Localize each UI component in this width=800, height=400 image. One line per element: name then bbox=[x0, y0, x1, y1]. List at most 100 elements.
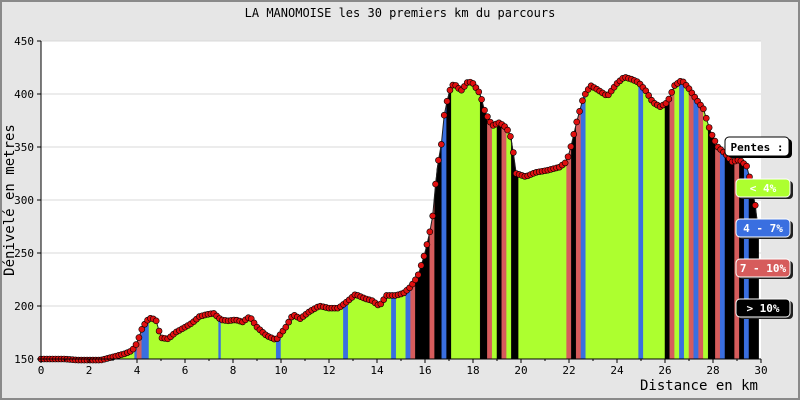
slope-band bbox=[669, 85, 675, 360]
slope-band bbox=[693, 94, 699, 360]
x-tick-label: 10 bbox=[274, 364, 287, 377]
slope-band bbox=[664, 96, 671, 360]
legend-title-box bbox=[724, 136, 790, 157]
slope-band bbox=[566, 144, 572, 360]
profile-point bbox=[702, 114, 710, 122]
x-tick-label: 14 bbox=[370, 364, 384, 377]
legend: Pentes : < 4% 4 - 7% 7 - 10% > 10% bbox=[724, 136, 793, 319]
x-tick-label: 0 bbox=[38, 364, 45, 377]
profile-point bbox=[135, 334, 143, 341]
x-tick-label: 6 bbox=[182, 364, 189, 377]
profile-point bbox=[429, 212, 436, 220]
profile-line bbox=[37, 74, 762, 364]
profile-point bbox=[420, 252, 428, 260]
profile-point bbox=[561, 159, 569, 167]
slope-band bbox=[571, 123, 577, 360]
x-tick-label: 24 bbox=[610, 364, 624, 377]
legend-label: 7 - 10% bbox=[740, 262, 787, 275]
profile-point bbox=[576, 108, 583, 115]
profile-point bbox=[645, 92, 652, 99]
slope-band bbox=[575, 105, 582, 360]
slope-band bbox=[638, 81, 644, 360]
slope-band bbox=[496, 122, 503, 360]
y-tick-label: 400 bbox=[14, 88, 34, 101]
slope-band bbox=[487, 116, 493, 360]
profile-point bbox=[414, 271, 422, 279]
profile-point bbox=[570, 130, 578, 138]
profile-point bbox=[438, 141, 445, 148]
profile-point bbox=[484, 113, 491, 120]
profile-point bbox=[582, 90, 589, 98]
legend-title: Pentes : bbox=[731, 141, 784, 154]
profile-point bbox=[155, 327, 163, 335]
slope-band bbox=[491, 123, 498, 360]
slope-band bbox=[218, 317, 222, 360]
profile-point bbox=[510, 149, 517, 156]
x-tick-label: 20 bbox=[514, 364, 527, 377]
profile-point bbox=[751, 202, 759, 209]
profile-point bbox=[282, 323, 290, 331]
y-tick-label: 200 bbox=[14, 300, 34, 313]
slope-band bbox=[347, 294, 392, 360]
slope-band bbox=[506, 127, 512, 360]
y-tick-label: 250 bbox=[14, 247, 34, 260]
slope-band bbox=[707, 124, 716, 360]
profile-point bbox=[507, 133, 514, 140]
slope-band bbox=[580, 92, 587, 360]
x-tick-label: 12 bbox=[322, 364, 335, 377]
slope-band bbox=[518, 161, 567, 360]
legend-swatch bbox=[735, 178, 791, 198]
y-tick-label: 450 bbox=[14, 35, 34, 48]
legend-label: 4 - 7% bbox=[743, 222, 783, 235]
profile-point bbox=[138, 326, 146, 333]
legend-swatch bbox=[735, 218, 791, 238]
slope-band bbox=[679, 79, 685, 360]
x-tick-label: 4 bbox=[134, 364, 141, 377]
profile-point bbox=[426, 228, 434, 236]
profile-point bbox=[475, 88, 483, 96]
slope-band bbox=[391, 295, 397, 360]
x-tick-label: 18 bbox=[466, 364, 479, 377]
profile-point bbox=[642, 87, 650, 95]
profile-point bbox=[705, 124, 713, 131]
profile-point bbox=[668, 89, 676, 96]
slope-band bbox=[643, 87, 666, 360]
x-axis-ticks: 0 2 4 6 8 10 12 14 16 18 20 22 24 26 28 30 bbox=[38, 359, 768, 377]
profile-point bbox=[665, 95, 673, 103]
x-tick-label: 8 bbox=[230, 364, 237, 377]
slope-band bbox=[698, 101, 704, 360]
y-axis-label: Dénivelé en metres bbox=[2, 124, 18, 276]
profile-point bbox=[504, 126, 511, 134]
slope-band bbox=[683, 82, 690, 360]
legend-label: < 4% bbox=[750, 182, 777, 195]
x-tick-label: 2 bbox=[86, 364, 93, 377]
profile-point bbox=[481, 106, 488, 114]
slope-band bbox=[501, 123, 507, 360]
x-tick-label: 26 bbox=[658, 364, 671, 377]
profile-point bbox=[132, 341, 140, 348]
profile-point bbox=[564, 153, 572, 161]
profile-point bbox=[423, 241, 431, 248]
slope-band bbox=[674, 81, 680, 360]
legend-label: > 10% bbox=[746, 302, 779, 315]
profile-point bbox=[435, 156, 442, 164]
profile-point bbox=[285, 318, 292, 326]
profile-point bbox=[432, 180, 439, 188]
profile-point bbox=[152, 317, 160, 325]
y-tick-label: 350 bbox=[14, 141, 34, 154]
x-tick-label: 30 bbox=[754, 364, 767, 377]
chart-title: LA MANOMOISE les 30 premiers km du parco… bbox=[245, 6, 556, 20]
profile-point bbox=[478, 96, 485, 103]
profile-point bbox=[579, 97, 586, 105]
y-axis-ticks: 150 200 250 300 350 400 450 bbox=[14, 35, 41, 366]
y-tick-label: 300 bbox=[14, 194, 34, 207]
x-tick-label: 28 bbox=[706, 364, 719, 377]
x-axis-label: Distance en km bbox=[640, 378, 758, 394]
slope-band bbox=[451, 82, 481, 360]
profile-point bbox=[567, 143, 575, 150]
slope-band bbox=[688, 87, 695, 360]
slope-band bbox=[585, 78, 639, 360]
legend-swatch bbox=[735, 258, 791, 278]
profile-point bbox=[700, 105, 707, 113]
